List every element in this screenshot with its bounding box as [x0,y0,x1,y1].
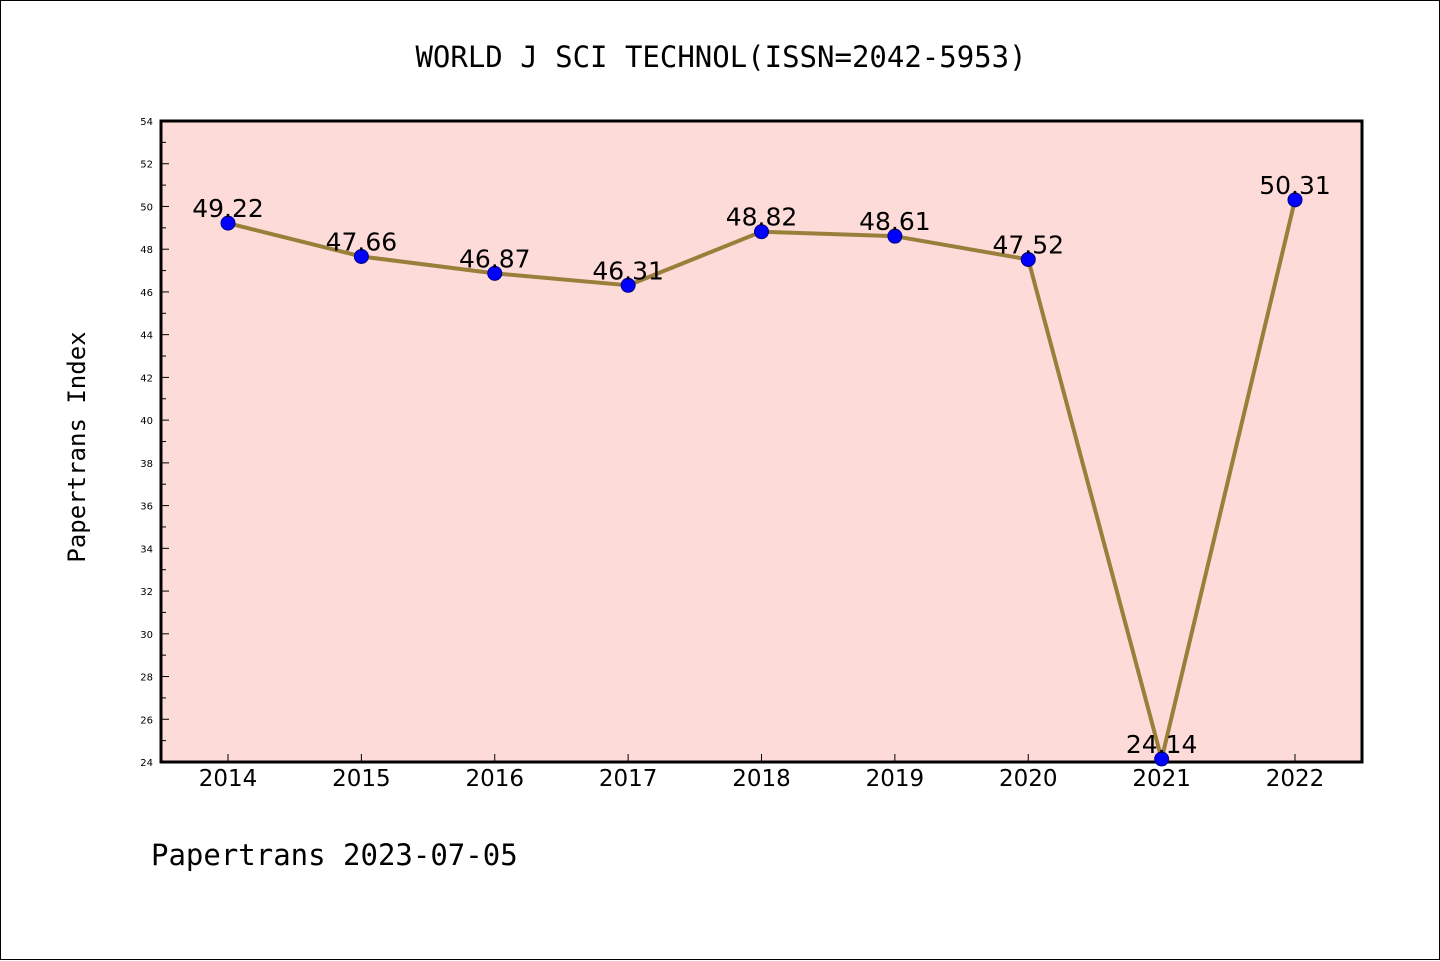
data-label: 24.14 [1126,730,1198,759]
x-tick-label: 2019 [866,766,925,792]
y-tick-label: 26 [140,715,153,726]
y-tick-label: 40 [140,416,153,427]
footer-text: Papertrans 2023-07-05 [151,838,518,872]
data-label: 48.61 [859,207,931,236]
x-tick-label: 2021 [1132,766,1191,792]
y-tick-label: 44 [140,331,153,342]
y-tick-label: 52 [140,160,153,171]
y-axis: 24 26 28 30 32 34 36 38 40 42 44 46 48 50 52 54 [140,117,169,769]
series-markers [220,192,1303,767]
data-label: 47.52 [992,230,1064,259]
data-point [887,228,903,244]
data-point [1287,192,1303,208]
y-tick-label: 54 [140,117,153,128]
data-point [353,248,369,264]
data-point [1020,251,1036,267]
data-labels: 49.22 47.66 46.87 46.31 48.82 48.61 47.52 24.14… [192,171,1331,759]
x-tick-label: 2020 [999,766,1058,792]
y-tick-label: 42 [140,373,153,384]
x-tick-label: 2015 [332,766,391,792]
data-point [1154,751,1170,767]
data-label: 46.31 [592,256,664,285]
x-tick-label: 2014 [199,766,258,792]
data-label: 47.66 [326,227,398,256]
data-point [220,215,236,231]
y-axis-label: Papertrans Index [63,331,91,562]
y-tick-label: 50 [140,202,153,213]
data-point [487,265,503,281]
y-tick-label: 38 [140,459,153,470]
chart-title: WORLD J SCI TECHNOL(ISSN=2042-5953) [415,40,1026,74]
y-tick-label: 36 [140,502,153,513]
data-label: 50.31 [1259,171,1331,200]
y-tick-label: 46 [140,288,153,299]
y-tick-label: 28 [140,673,153,684]
data-label: 46.87 [459,244,531,273]
data-point [754,224,769,240]
x-tick-label: 2016 [465,766,524,792]
y-tick-label: 32 [140,587,153,598]
x-axis: 2014 2015 2016 2017 2018 2019 2020 2021 2022 [199,754,1325,792]
y-tick-label: 48 [140,245,153,256]
x-tick-label: 2018 [732,766,791,792]
data-label: 48.82 [726,203,798,232]
data-label: 49.22 [192,194,264,223]
data-point [620,277,636,293]
x-tick-label: 2022 [1266,766,1325,792]
y-tick-label: 24 [140,758,153,769]
y-tick-label: 30 [140,630,153,641]
x-tick-label: 2017 [599,766,658,792]
y-tick-label: 34 [140,544,153,555]
